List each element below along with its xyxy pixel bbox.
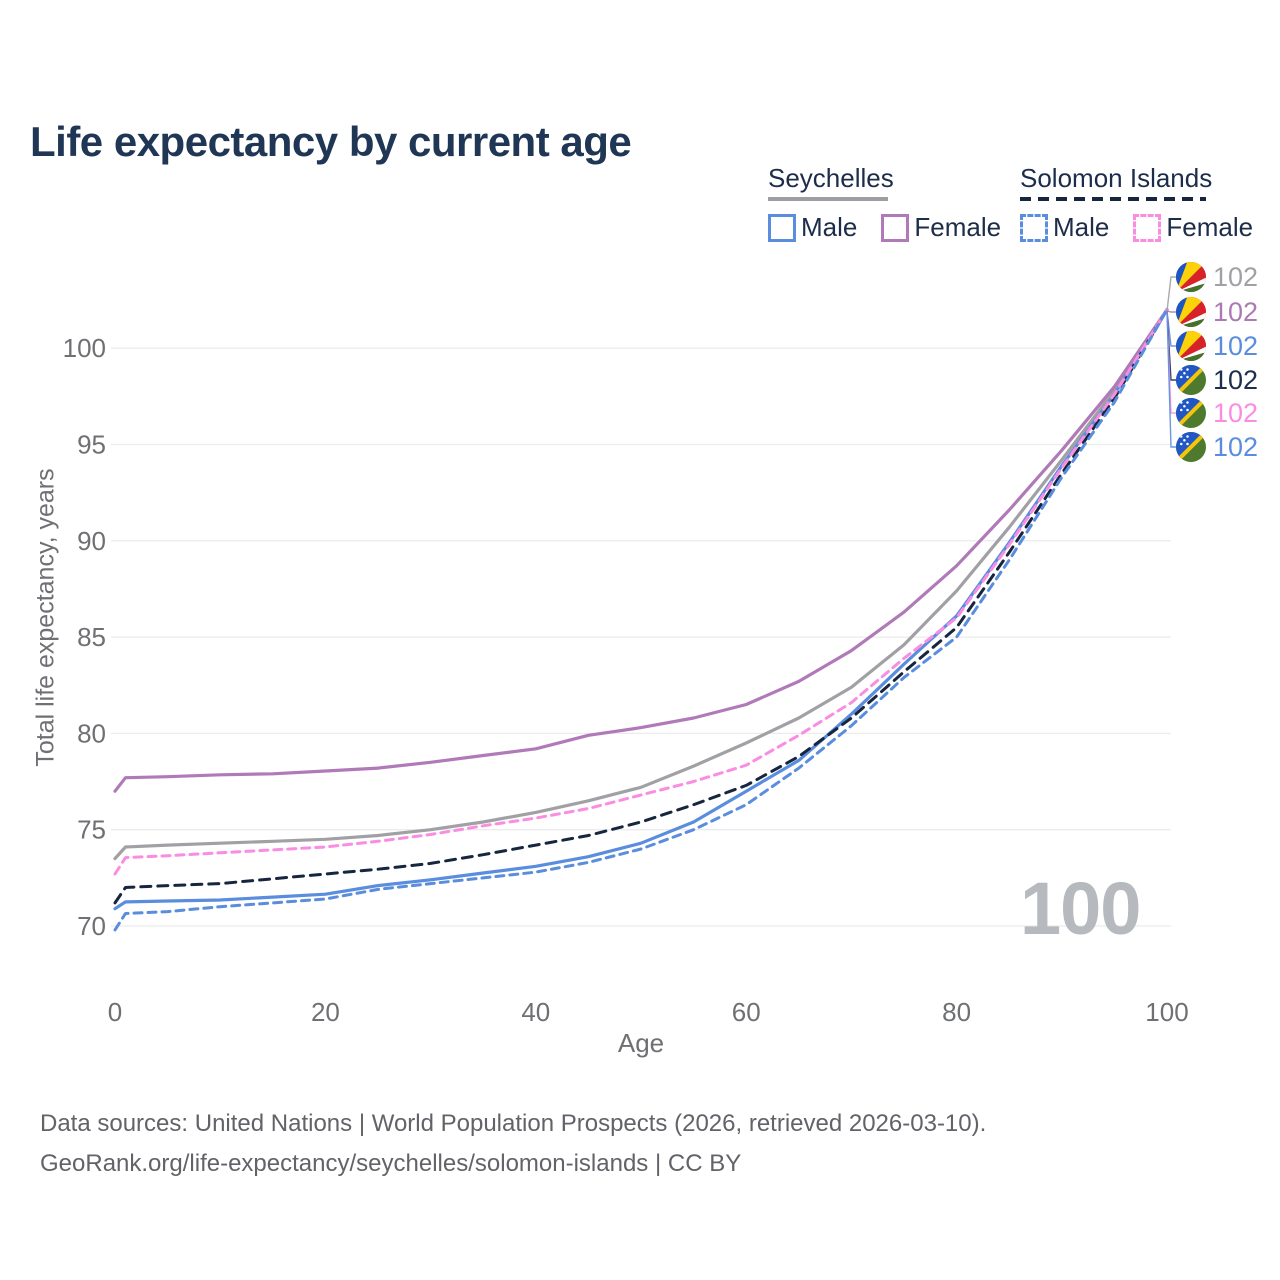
legend-group-solomon-islands: Solomon Islands Male Female <box>1020 163 1253 243</box>
legend-items-seychelles: Male Female <box>768 212 1001 243</box>
legend-label: Female <box>914 212 1002 242</box>
solomon-male-swatch <box>1020 213 1048 242</box>
series-line-sol-female <box>113 308 1169 876</box>
y-tick-label: 75 <box>77 815 106 845</box>
x-tick-label: 60 <box>732 997 761 1027</box>
solomon-female-swatch <box>1133 213 1162 242</box>
y-tick-label: 90 <box>77 526 106 556</box>
legend-item-solomon-female[interactable]: Female <box>1133 212 1253 243</box>
legend-label: Female <box>1166 212 1254 242</box>
legend-label: Male <box>801 212 858 242</box>
x-tick-label: 0 <box>108 997 122 1027</box>
legend-title-solomon-islands: Solomon Islands <box>1020 163 1213 193</box>
page-title: Life expectancy by current age <box>30 118 632 166</box>
data-source-note: Data sources: United Nations | World Pop… <box>40 1110 987 1137</box>
seychelles-female-swatch <box>881 213 910 242</box>
series-line-sol-male <box>113 308 1169 932</box>
x-tick-label: 100 <box>1145 997 1188 1027</box>
legend-underline-solid <box>768 197 888 201</box>
legend-label: Male <box>1053 212 1110 242</box>
y-tick-label: 100 <box>63 333 106 363</box>
series-line-sey-female <box>113 308 1169 793</box>
legend-title-seychelles: Seychelles <box>768 163 894 193</box>
y-tick-label: 80 <box>77 718 106 748</box>
legend-group-seychelles: Seychelles Male Female <box>768 163 1001 243</box>
legend-item-solomon-male[interactable]: Male <box>1020 212 1109 243</box>
legend-item-seychelles-female[interactable]: Female <box>881 212 1001 243</box>
age-counter-watermark: 100 <box>1020 867 1141 950</box>
x-tick-label: 80 <box>942 997 971 1027</box>
seychelles-male-swatch <box>768 213 796 242</box>
y-tick-label: 70 <box>77 911 106 941</box>
end-label-leader <box>1166 310 1176 313</box>
end-label-leader <box>1166 310 1176 448</box>
x-tick-label: 40 <box>521 997 550 1027</box>
x-axis-title: Age <box>617 1028 665 1058</box>
y-tick-label: 85 <box>77 622 106 652</box>
y-tick-label: 95 <box>77 430 106 460</box>
series-line-sol-both <box>113 308 1169 905</box>
y-axis-title: Total life expectancy, years <box>31 468 60 767</box>
legend-items-solomon-islands: Male Female <box>1020 212 1253 243</box>
legend-underline-dashed <box>1020 197 1206 201</box>
legend-item-seychelles-male[interactable]: Male <box>768 212 857 243</box>
x-tick-label: 20 <box>311 997 340 1027</box>
series-line-sey-both <box>113 308 1169 861</box>
series-line-sey-male <box>113 308 1169 911</box>
end-label-leader <box>1166 276 1176 312</box>
attribution-note: GeoRank.org/life-expectancy/seychelles/s… <box>40 1150 742 1177</box>
